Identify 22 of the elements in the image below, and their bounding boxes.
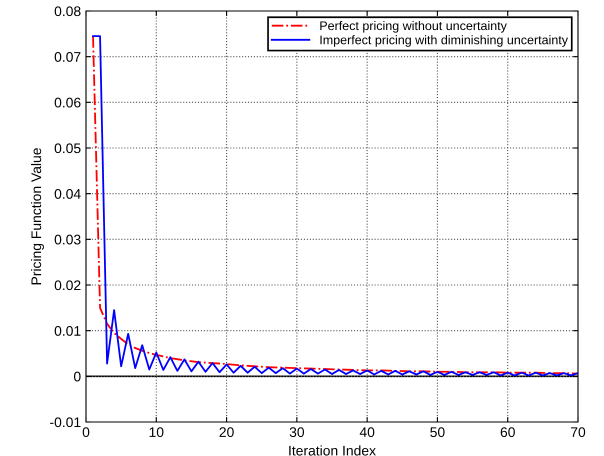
x-tick-label: 70 — [570, 427, 586, 438]
y-tick-label: 0.04 — [54, 189, 81, 199]
x-tick-label: 0 — [82, 427, 90, 438]
y-tick-label: 0 — [74, 372, 81, 382]
y-tick-label: 0.02 — [54, 280, 80, 290]
x-tick-label: 20 — [220, 427, 234, 438]
x-tick-label: 40 — [360, 427, 374, 438]
y-tick-label: 0.06 — [54, 98, 81, 108]
y-tick-label: -0.01 — [50, 417, 80, 428]
x-tick-label: 30 — [290, 427, 304, 438]
x-tick-label: 50 — [430, 427, 445, 438]
y-tick-label: 0.07 — [54, 52, 80, 62]
legend-label: Perfect pricing without uncertainty — [320, 21, 507, 33]
legend-label: Imperfect pricing with diminishing uncertainty — [320, 35, 568, 47]
y-tick-label: 0.01 — [54, 326, 80, 336]
x-tick-label: 60 — [500, 427, 515, 438]
x-tick-label: 10 — [150, 427, 164, 438]
y-axis-title: Pricing Function Value — [30, 148, 44, 284]
y-tick-label: 0.05 — [54, 143, 81, 154]
x-axis-title: Iteration Index — [289, 445, 376, 456]
y-tick-label: 0.03 — [54, 234, 81, 245]
y-tick-label: 0.08 — [54, 6, 81, 16]
